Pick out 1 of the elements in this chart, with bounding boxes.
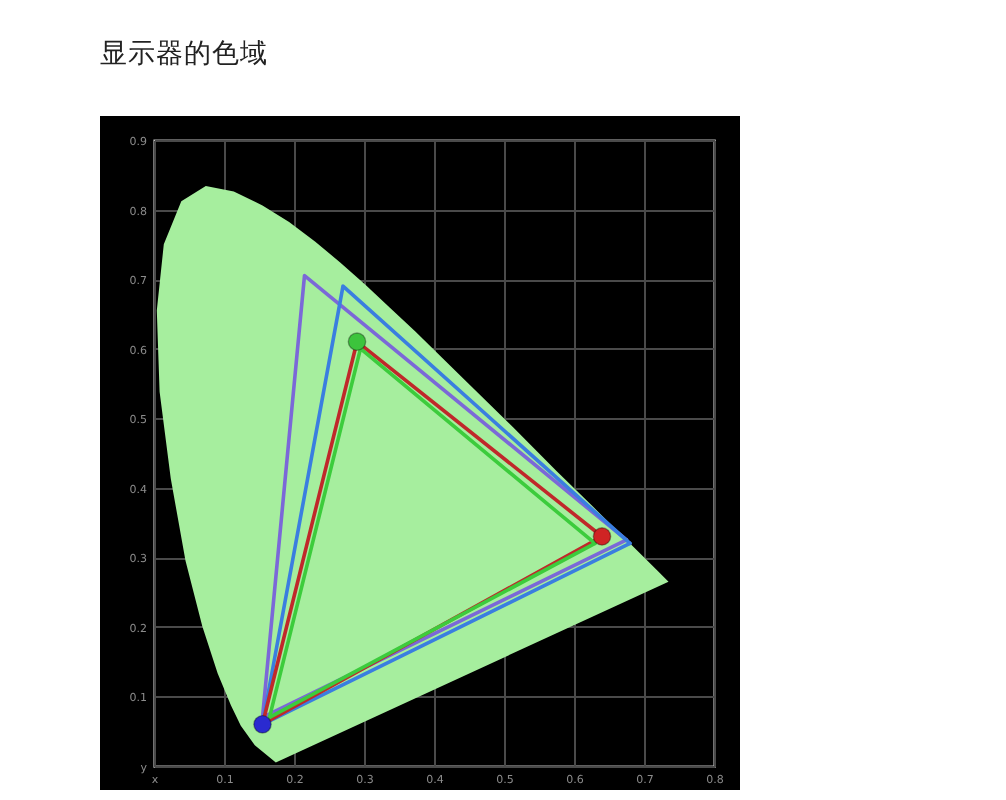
chart-title: 显示器的色域 xyxy=(100,38,268,70)
